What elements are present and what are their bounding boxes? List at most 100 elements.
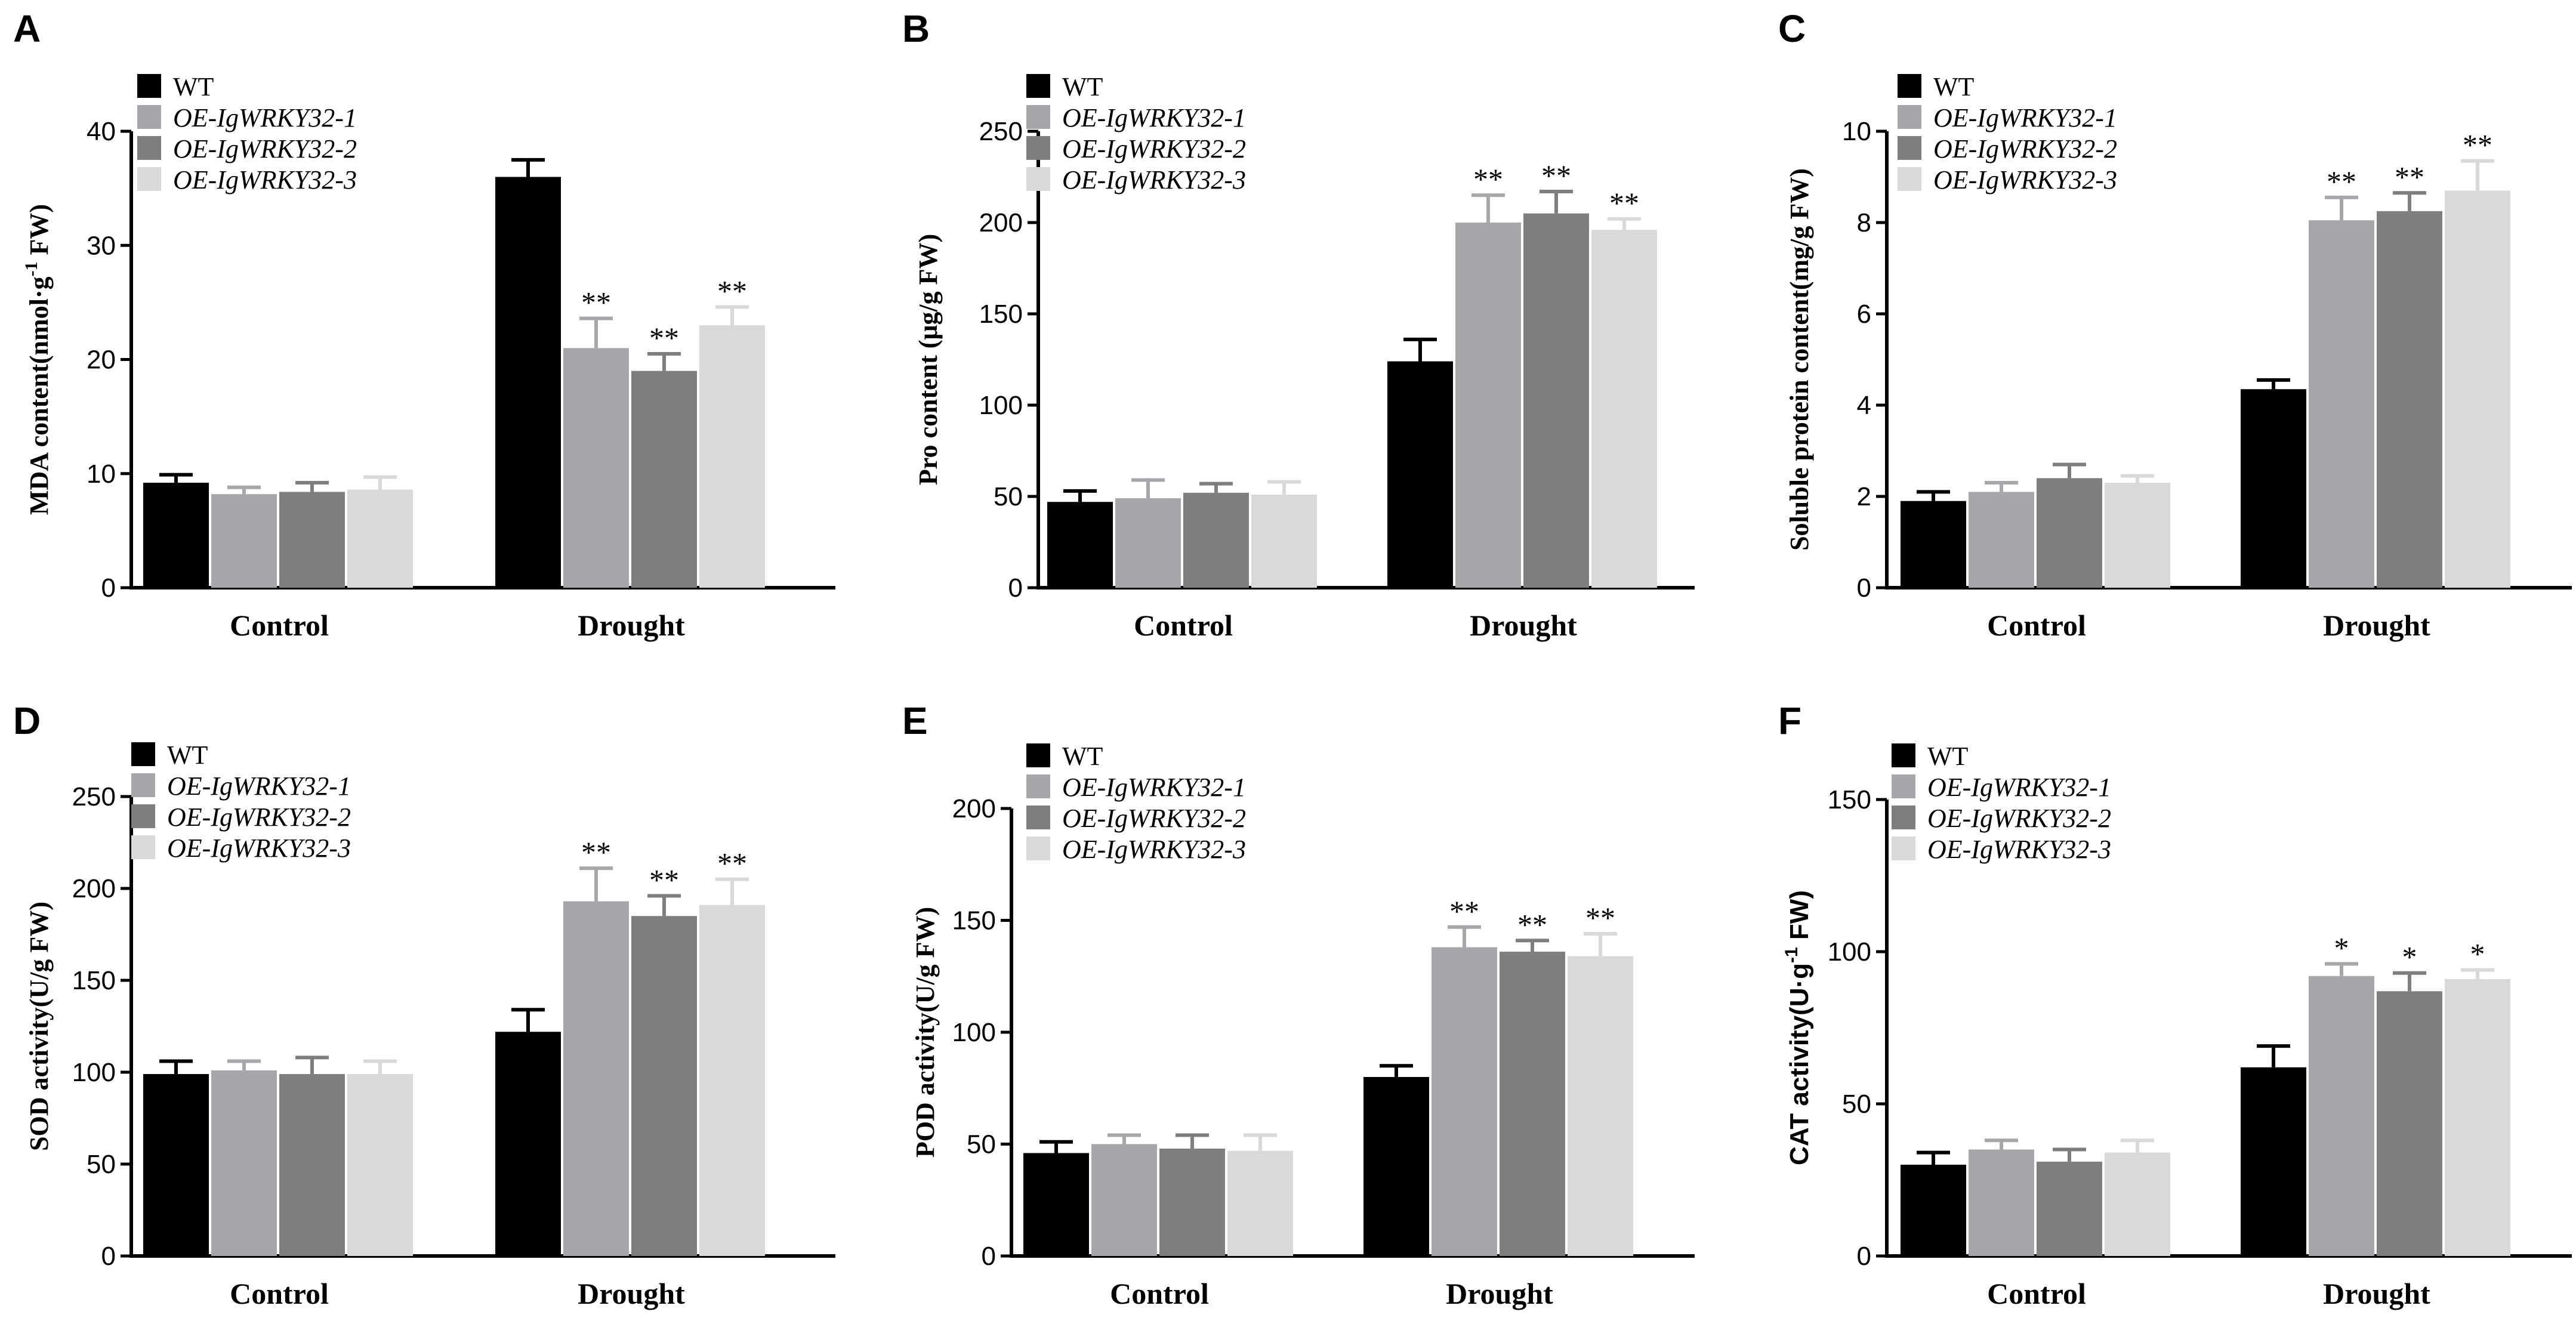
bar-drought-series-1 [495,1032,561,1256]
panel-letter: D [13,699,41,742]
panel-c: C 0 2 4 6 8 10 Soluble protein content(mg/g FW)… [1778,7,2572,642]
legend-label: WT [167,740,208,770]
y-tick-label: 50 [1842,1090,1871,1119]
x-category-label: Control [230,1277,329,1310]
y-axis-label: MDA content(nmol·g-1 FW) [21,204,54,515]
bar-control-series-1 [1047,502,1113,588]
legend-swatch [131,742,155,766]
bar-drought-series-4 [699,905,765,1256]
y-tick-label: 0 [1857,573,1871,603]
y-tick-label: 0 [1857,1242,1871,1271]
y-tick-label: 200 [72,874,116,903]
legend-label: OE-IgWRKY32-1 [1062,773,1246,802]
bar-drought-series-3 [2377,211,2442,588]
y-tick-label: 40 [87,117,116,146]
y-axis-label: CAT activity(U·g-1 FW) [1782,890,1814,1165]
bar-drought-series-2 [1432,947,1497,1256]
legend-label: WT [1927,742,1969,771]
significance-mark: * [2470,937,2485,971]
y-tick-label: 100 [979,391,1023,420]
y-axis-label: Soluble protein content(mg/g FW) [1785,168,1814,551]
legend-swatch [1898,136,1921,160]
y-tick-label: 50 [967,1130,996,1159]
bar-control-series-1 [1901,501,1966,588]
y-tick-label: 10 [87,459,116,489]
bar-control-series-4 [2105,483,2170,588]
significance-mark: ** [717,274,747,308]
y-tick-label: 2 [1857,482,1871,511]
legend-swatch [1898,74,1921,98]
bar-drought-series-1 [1363,1077,1429,1256]
y-tick-label: 50 [994,482,1023,511]
bar-drought-series-2 [563,348,629,588]
legend-label: OE-IgWRKY32-3 [1062,835,1246,864]
bar-control-series-1 [1023,1153,1089,1256]
legend-label: OE-IgWRKY32-2 [1062,134,1246,163]
legend-swatch [1026,837,1050,860]
legend-label: OE-IgWRKY32-3 [1062,165,1246,195]
bar-control-series-2 [211,1070,277,1256]
bar-drought-series-1 [2241,1067,2306,1256]
legend-label: OE-IgWRKY32-1 [1933,103,2117,132]
bar-drought-series-3 [631,916,697,1256]
significance-mark: ** [649,863,679,896]
y-axis-label: SOD activity(U/g FW) [24,902,54,1151]
bar-control-series-2 [1115,498,1181,588]
legend-swatch [1898,105,1921,129]
y-axis-label: POD activity(U/g FW) [911,907,940,1158]
y-tick-label: 0 [101,1242,116,1271]
bar-control-series-3 [279,1074,345,1256]
legend-swatch [1026,74,1050,98]
y-tick-label: 20 [87,345,116,375]
legend-swatch [1892,805,1915,829]
panel-b: B 0 50 100 150 200 250 Pro content (μg/g FW) Con… [902,7,1695,642]
y-tick-label: 0 [982,1242,996,1271]
y-tick-label: 8 [1857,208,1871,237]
significance-mark: ** [1473,162,1503,196]
panel-letter: F [1778,699,1801,742]
legend-label: OE-IgWRKY32-2 [167,803,351,832]
legend-swatch [1026,167,1050,191]
y-tick-label: 10 [1842,117,1871,146]
bar-control-series-3 [2037,1161,2102,1256]
significance-mark: ** [1585,901,1615,934]
x-category-label: Control [1110,1277,1209,1310]
significance-mark: * [2402,940,2417,974]
legend-swatch [1026,105,1050,129]
y-tick-label: 100 [952,1018,996,1047]
legend-label: OE-IgWRKY32-2 [1062,804,1246,833]
x-category-label: Control [1987,609,2086,642]
significance-mark: ** [1609,186,1639,220]
legend-swatch [131,773,155,797]
bar-drought-series-2 [2309,220,2374,588]
legend-swatch [1026,774,1050,798]
legend-label: OE-IgWRKY32-2 [1927,804,2111,833]
bar-control-series-2 [1969,492,2034,588]
legend-swatch [137,167,161,191]
legend-label: WT [1933,72,1975,101]
bar-control-series-2 [1091,1144,1157,1256]
significance-mark: ** [581,286,611,319]
x-category-label: Control [230,609,329,642]
bar-drought-series-3 [631,371,697,588]
panel-letter: B [902,7,930,50]
bar-control-series-3 [1159,1149,1225,1256]
x-category-label: Drought [1470,609,1577,642]
y-tick-label: 30 [87,231,116,260]
significance-mark: ** [2395,160,2424,193]
bar-drought-series-3 [1500,952,1565,1256]
legend-swatch [1026,743,1050,767]
bar-control-series-4 [347,489,413,588]
bar-drought-series-1 [2241,389,2306,588]
significance-mark: ** [1541,159,1571,192]
y-tick-label: 200 [952,794,996,823]
panel-letter: E [902,699,928,742]
significance-mark: ** [2463,128,2492,162]
bar-drought-series-4 [1591,230,1657,588]
legend-swatch [1892,837,1915,860]
legend-label: OE-IgWRKY32-1 [1062,103,1246,132]
legend-label: OE-IgWRKY32-3 [1933,165,2117,195]
legend-label: OE-IgWRKY32-3 [167,834,351,863]
y-tick-label: 6 [1857,300,1871,329]
